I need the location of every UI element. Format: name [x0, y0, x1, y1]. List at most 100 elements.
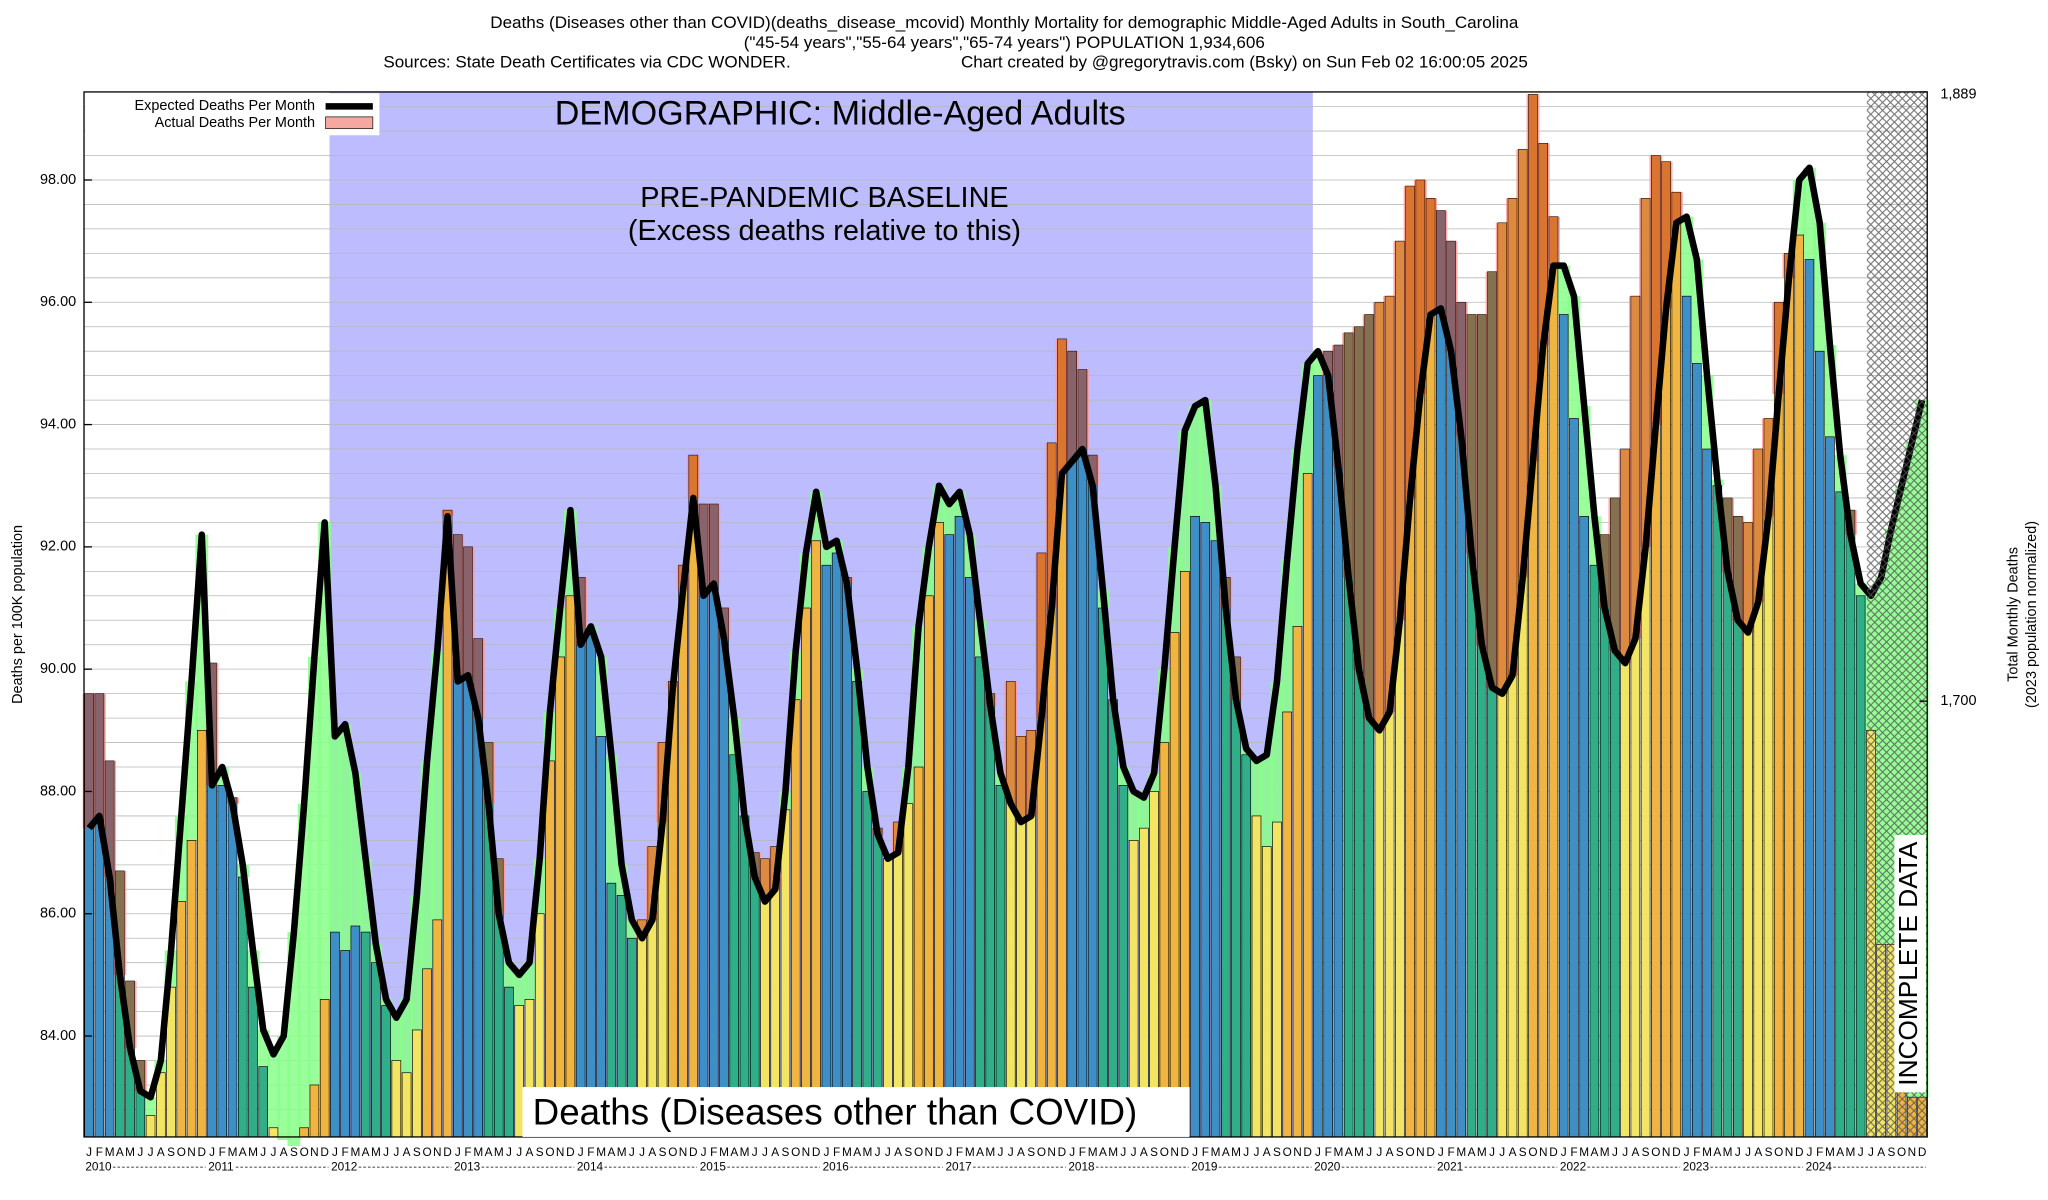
x-tick-label: N	[925, 1145, 934, 1159]
baseline-label: PRE-PANDEMIC BASELINE	[640, 182, 1009, 214]
x-tick-label: A	[116, 1145, 124, 1159]
x-tick-label: M	[1477, 1145, 1487, 1159]
bar	[514, 1005, 525, 1138]
excess-overlay	[1630, 296, 1640, 639]
x-tick-label: M	[1456, 1145, 1466, 1159]
excess-overlay	[1620, 449, 1630, 664]
deficit-fill	[523, 962, 536, 1000]
measure-box	[522, 1087, 1190, 1137]
deficit-fill	[512, 974, 526, 1006]
x-tick-label: S	[659, 1145, 667, 1159]
x-tick-label: S	[782, 1145, 790, 1159]
y-tick-label: 86.00	[40, 906, 76, 922]
bar	[596, 736, 606, 1138]
y-tick-label: 84.00	[40, 1028, 76, 1044]
x-tick-label: F	[96, 1145, 103, 1159]
x-tick-label: O	[1774, 1145, 1783, 1159]
excess-overlay	[1026, 730, 1036, 816]
bar	[1190, 515, 1200, 1138]
x-tick-label: M	[617, 1145, 627, 1159]
year-label: 2021	[1437, 1159, 1463, 1173]
x-tick-label: M	[1825, 1145, 1835, 1159]
bar	[258, 1066, 269, 1138]
bar	[401, 1072, 412, 1138]
x-tick-label: A	[853, 1145, 861, 1159]
deficit-fill	[144, 1097, 158, 1116]
x-tick-label: A	[1468, 1145, 1476, 1159]
x-tick-label: M	[1334, 1145, 1344, 1159]
excess-overlay	[1057, 338, 1067, 474]
x-tick-label: J	[946, 1145, 952, 1159]
bar	[196, 729, 207, 1138]
excess-overlay	[1385, 296, 1395, 712]
bar	[1692, 363, 1702, 1138]
x-tick-label: J	[1612, 1145, 1618, 1159]
bar	[924, 595, 934, 1138]
excess-overlay	[1508, 198, 1517, 676]
x-tick-label: O	[668, 1145, 677, 1159]
x-tick-label: A	[1631, 1145, 1639, 1159]
deficit-fill	[307, 656, 321, 1085]
x-tick-label: J	[1499, 1145, 1505, 1159]
bar	[1169, 632, 1180, 1138]
x-tick-label: J	[1069, 1145, 1075, 1159]
bar	[1108, 699, 1118, 1138]
x-tick-label: D	[1549, 1145, 1558, 1159]
excess-overlay	[1743, 522, 1753, 633]
x-tick-label: J	[875, 1145, 881, 1159]
bar	[360, 931, 371, 1138]
bar	[1118, 785, 1129, 1138]
x-tick-label: A	[730, 1145, 738, 1159]
excess-overlay	[1600, 534, 1610, 609]
bar	[371, 962, 381, 1138]
x-tick-label: A	[485, 1145, 493, 1159]
excess-overlay	[1446, 241, 1456, 352]
bar	[903, 803, 914, 1138]
excess-overlay	[1661, 161, 1671, 309]
x-tick-label: O	[1406, 1145, 1415, 1159]
x-tick-label: M	[1702, 1145, 1712, 1159]
legend: Expected Deaths Per Month Actual Deaths …	[85, 93, 380, 136]
bar	[1784, 253, 1794, 1138]
x-tick-label: J	[209, 1145, 215, 1159]
excess-overlay	[688, 455, 698, 498]
incomplete-label: INCOMPLETE DATA	[1893, 841, 1923, 1086]
x-tick-label: A	[771, 1145, 779, 1159]
excess-overlay	[1426, 198, 1436, 315]
x-tick-label: F	[956, 1145, 963, 1159]
x-tick-label: D	[1795, 1145, 1804, 1159]
x-tick-label: S	[536, 1145, 544, 1159]
year-label: 2014	[577, 1159, 604, 1173]
bar	[565, 595, 576, 1138]
x-tick-label: J	[823, 1145, 829, 1159]
bar	[1702, 448, 1712, 1138]
bar	[1302, 473, 1313, 1138]
x-tick-label: J	[1807, 1145, 1813, 1159]
excess-overlay	[1344, 332, 1354, 578]
bar	[217, 785, 228, 1138]
x-tick-label: J	[578, 1145, 584, 1159]
x-tick-label: M	[862, 1145, 872, 1159]
x-tick-label: S	[1519, 1145, 1527, 1159]
x-tick-label: A	[157, 1145, 165, 1159]
excess-overlay	[637, 919, 647, 939]
bar	[319, 999, 330, 1138]
excess-overlay	[1333, 345, 1343, 468]
year-label: 2015	[700, 1159, 727, 1173]
x-tick-label: M	[1579, 1145, 1589, 1159]
x-tick-label: N	[556, 1145, 565, 1159]
x-tick-label: M	[1354, 1145, 1364, 1159]
excess-overlay	[1323, 351, 1333, 376]
y-axis-label: Deaths per 100K population	[10, 525, 26, 704]
bar	[1241, 754, 1252, 1138]
excess-overlay	[1477, 314, 1487, 645]
x-tick-label: S	[1765, 1145, 1773, 1159]
x-tick-label: S	[1642, 1145, 1650, 1159]
x-tick-label: A	[1222, 1145, 1230, 1159]
x-tick-label: A	[1713, 1145, 1721, 1159]
bar	[1292, 626, 1303, 1138]
x-tick-label: J	[260, 1145, 266, 1159]
excess-overlay	[1415, 179, 1425, 395]
excess-overlay	[1764, 418, 1773, 517]
bar	[1671, 191, 1682, 1138]
